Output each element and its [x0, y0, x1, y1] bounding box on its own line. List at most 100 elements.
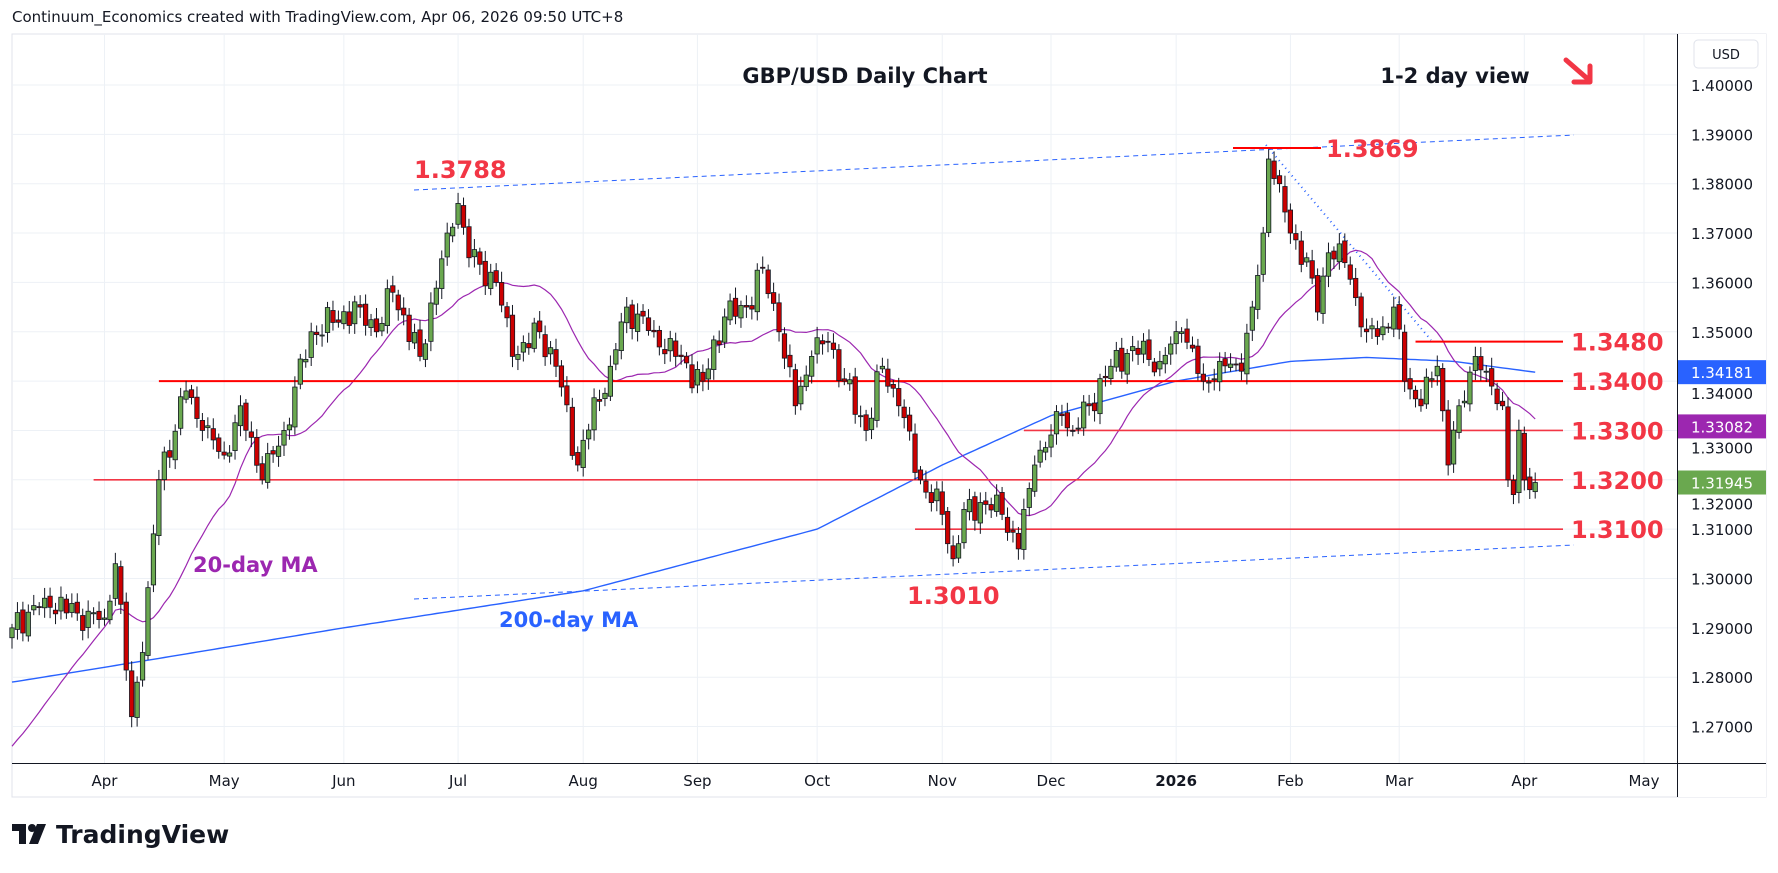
- candle-body-down: [1004, 516, 1011, 533]
- upper-channel-line: [413, 134, 1575, 191]
- candle: [335, 310, 342, 328]
- candle-body-down: [1407, 378, 1413, 390]
- candle-body-up: [1043, 447, 1049, 453]
- candle: [1347, 256, 1353, 285]
- level-label: 1.3300: [1571, 417, 1664, 445]
- annotation-low: 1.3010: [907, 582, 1000, 610]
- candle-body-down: [1521, 432, 1527, 481]
- candle-body-down: [1070, 430, 1076, 432]
- candle: [765, 264, 771, 299]
- candle-body-down: [537, 320, 543, 333]
- candle: [683, 352, 690, 369]
- candle-body-up: [1249, 306, 1255, 331]
- chart-frame: [11, 33, 1767, 798]
- candle: [1233, 358, 1239, 372]
- candle-body-up: [9, 627, 15, 639]
- candle-body-up: [1206, 381, 1212, 384]
- candle: [781, 327, 788, 369]
- candle-body-up: [428, 302, 434, 342]
- candle: [885, 358, 891, 393]
- candle-body-up: [1461, 400, 1468, 404]
- candle: [341, 305, 347, 330]
- candle-body-up: [1048, 434, 1054, 448]
- tradingview-logo[interactable]: TradingView: [12, 820, 229, 849]
- candle: [216, 433, 222, 459]
- time-axis[interactable]: Apr May Jun Jul Aug Sep Oct Nov Dec 2026 Feb Mar Apr…: [92, 772, 1660, 790]
- candle-body-down: [1527, 476, 1533, 491]
- candle: [368, 313, 374, 336]
- candle: [961, 502, 967, 549]
- candle: [591, 388, 597, 441]
- candle: [934, 481, 940, 512]
- candle-body-down: [314, 331, 320, 336]
- candle-body-up: [411, 332, 418, 344]
- candle: [1342, 233, 1348, 268]
- candle: [863, 409, 869, 442]
- candle-body-down: [765, 269, 771, 295]
- candle-body-down: [498, 282, 505, 306]
- time-tick-label: Jul: [448, 772, 467, 790]
- candle: [112, 552, 118, 606]
- candle: [1374, 320, 1381, 345]
- candle-body-up: [874, 371, 880, 421]
- candle-body-down: [1363, 328, 1370, 333]
- candle-body-down: [1146, 339, 1152, 360]
- candle: [384, 279, 390, 334]
- candle-body-up: [635, 313, 641, 332]
- trendlines: [413, 134, 1575, 600]
- candle: [145, 581, 151, 660]
- currency-button[interactable]: [1693, 39, 1759, 69]
- candle: [1510, 474, 1517, 505]
- candle-body-up: [798, 385, 804, 405]
- candle-body-up: [292, 386, 298, 428]
- candle-body-down: [74, 601, 80, 614]
- candle: [379, 316, 385, 337]
- candle-body-up: [161, 451, 167, 480]
- candle: [1282, 175, 1288, 223]
- candle: [362, 294, 369, 336]
- candle-body-up: [205, 425, 211, 429]
- candle-body-down: [357, 304, 363, 308]
- candle-body-down: [683, 355, 690, 364]
- price-tick-label: 1.39000: [1691, 126, 1753, 144]
- candle-body-up: [471, 249, 478, 258]
- price-tick-label: 1.30000: [1691, 571, 1753, 589]
- candle: [498, 271, 505, 313]
- candle-body-down: [1499, 400, 1506, 407]
- candle: [1043, 441, 1049, 461]
- candle-body-up: [868, 417, 875, 431]
- candle-body-down: [1298, 240, 1304, 265]
- candle-body-down: [1489, 368, 1495, 387]
- candle-body-down: [504, 306, 510, 319]
- candle: [1402, 324, 1408, 392]
- candle: [1119, 337, 1125, 379]
- candle: [1195, 338, 1201, 381]
- candle: [868, 407, 875, 440]
- candle: [42, 587, 48, 618]
- candle-body-up: [1336, 243, 1342, 263]
- candle: [118, 560, 124, 614]
- candle-body-up: [1434, 365, 1440, 377]
- candle-body-up: [14, 612, 21, 630]
- candle: [1445, 400, 1451, 476]
- candle-body-down: [558, 365, 565, 388]
- candle-body-down: [1276, 175, 1283, 185]
- candle: [1423, 368, 1429, 409]
- candle: [1440, 363, 1446, 422]
- candle-body-up: [977, 502, 983, 524]
- candle-body-down: [596, 399, 603, 402]
- candle: [281, 421, 287, 456]
- candle: [1521, 426, 1527, 491]
- candle-body-down: [689, 364, 695, 389]
- candle-body-down: [167, 450, 173, 458]
- candle: [417, 319, 423, 362]
- candle: [401, 297, 407, 326]
- candle-body-down: [1402, 331, 1408, 382]
- candle: [547, 341, 554, 365]
- candle: [716, 330, 722, 353]
- candle-body-up: [352, 301, 358, 325]
- candle: [1151, 357, 1157, 377]
- candle: [1113, 341, 1119, 372]
- candle: [1081, 395, 1087, 436]
